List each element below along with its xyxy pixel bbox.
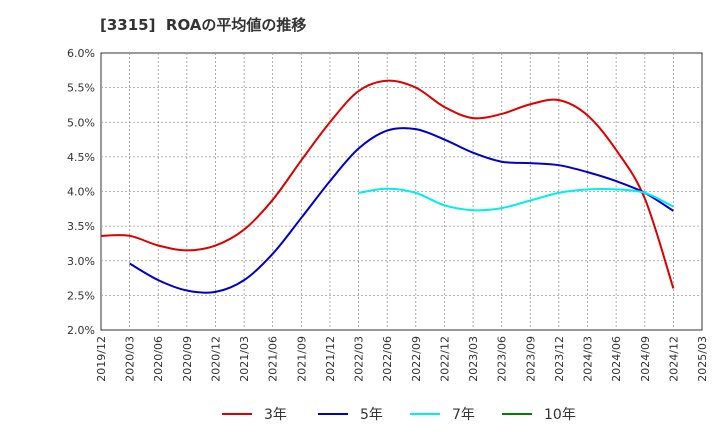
- y-tick-label: 5.5%: [67, 82, 95, 95]
- series-line-1: [100, 79, 675, 289]
- x-tick-label: 2023/03: [467, 336, 480, 382]
- chart-title: [3315] ROAの平均値の推移: [100, 16, 307, 34]
- y-tick-label: 4.5%: [67, 151, 95, 164]
- x-tick-label: 2024/12: [667, 336, 680, 382]
- x-tick-label: 2025/03: [696, 336, 709, 382]
- series-line-2: [129, 127, 674, 294]
- x-tick-label: 2022/06: [381, 336, 394, 382]
- y-tick-label: 2.5%: [67, 289, 95, 302]
- x-tick-label: 2021/12: [324, 336, 337, 382]
- x-tick-label: 2021/06: [267, 336, 280, 382]
- x-tick-label: 2019/12: [95, 336, 108, 382]
- x-tick-label: 2023/12: [553, 336, 566, 382]
- legend-label-2: 5年: [360, 407, 383, 423]
- x-tick-label: 2024/09: [639, 336, 652, 382]
- x-tick-label: 2022/12: [438, 336, 451, 382]
- x-tick-label: 2021/09: [295, 336, 308, 382]
- legend-label-1: 3年: [264, 407, 287, 423]
- x-tick-label: 2021/03: [238, 336, 251, 382]
- legend-label-3: 7年: [452, 407, 475, 423]
- x-tick-label: 2022/03: [353, 336, 366, 382]
- y-tick-label: 3.0%: [67, 255, 95, 268]
- x-tick-label: 2020/12: [209, 336, 222, 382]
- x-tick-label: 2024/06: [610, 336, 623, 382]
- x-tick-label: 2020/09: [181, 336, 194, 382]
- y-tick-label: 2.0%: [67, 324, 95, 337]
- y-tick-label: 5.0%: [67, 116, 95, 129]
- x-tick-label: 2023/06: [496, 336, 509, 382]
- x-tick-label: 2020/03: [124, 336, 137, 382]
- x-tick-label: 2023/09: [524, 336, 537, 382]
- x-tick-label: 2020/06: [152, 336, 165, 382]
- x-tick-label: 2022/09: [410, 336, 423, 382]
- y-tick-label: 4.0%: [67, 186, 95, 199]
- x-tick-label: 2024/03: [582, 336, 595, 382]
- y-tick-label: 3.5%: [67, 220, 95, 233]
- y-tick-label: 6.0%: [67, 47, 95, 60]
- series-line-3: [358, 187, 674, 212]
- legend-label-4: 10年: [544, 407, 576, 423]
